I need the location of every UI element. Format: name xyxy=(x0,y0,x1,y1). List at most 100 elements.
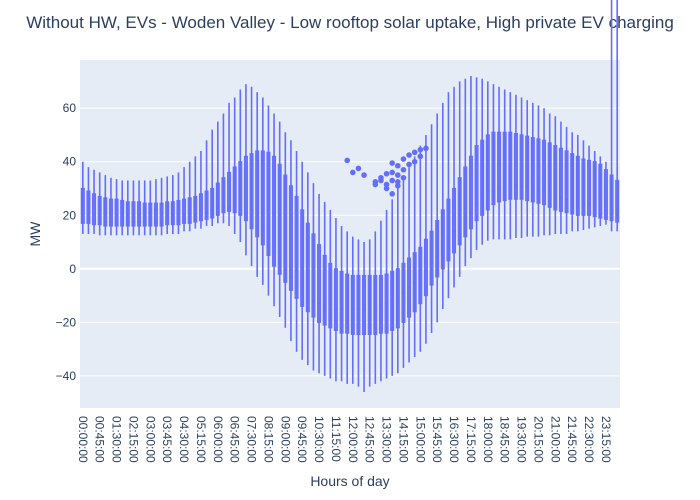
box-80 xyxy=(530,102,535,237)
outlier-point xyxy=(411,149,418,156)
box-iqr xyxy=(530,137,535,203)
outlier-point xyxy=(411,158,418,165)
box-24 xyxy=(215,121,220,224)
box-iqr xyxy=(317,244,322,323)
box-iqr xyxy=(525,135,530,202)
outlier-point xyxy=(344,157,350,164)
box-iqr xyxy=(260,150,265,246)
box-iqr xyxy=(165,201,170,226)
box-iqr xyxy=(485,134,490,211)
box-iqr xyxy=(176,199,181,226)
box-41 xyxy=(311,183,316,371)
box-63 xyxy=(435,113,440,323)
box-iqr xyxy=(148,202,153,227)
box-16 xyxy=(170,175,175,234)
x-tick-label: 02:15:00 xyxy=(126,416,140,463)
box-56 xyxy=(395,188,400,374)
box-iqr xyxy=(570,153,575,215)
box-iqr xyxy=(553,145,558,211)
box-69 xyxy=(468,76,473,259)
outlier-point xyxy=(417,153,424,160)
x-tick-label: 06:45:00 xyxy=(228,416,242,463)
box-25 xyxy=(221,113,226,224)
box-82 xyxy=(542,108,547,236)
x-tick-label: 15:00:00 xyxy=(413,416,427,463)
box-7 xyxy=(120,180,125,236)
box-84 xyxy=(553,116,558,234)
box-53 xyxy=(378,220,383,382)
box-iqr xyxy=(227,171,232,212)
box-83 xyxy=(547,113,552,236)
box-series xyxy=(80,0,620,392)
box-iqr xyxy=(440,209,445,270)
box-73 xyxy=(491,84,496,240)
box-iqr xyxy=(288,185,293,291)
box-10 xyxy=(137,180,142,236)
x-axis-ticks: 00:00:00 00:45:00 01:30:00 02:15:00 03:00:00… xyxy=(76,416,613,463)
box-65 xyxy=(446,92,451,299)
box-77 xyxy=(513,94,518,239)
x-tick-label: 12:00:00 xyxy=(346,416,360,463)
box-iqr xyxy=(300,209,305,307)
outlier-point xyxy=(355,165,362,172)
box-0 xyxy=(80,161,85,234)
outlier-point xyxy=(406,152,412,158)
box-iqr xyxy=(435,220,440,278)
outlier-point xyxy=(350,169,356,176)
box-28 xyxy=(238,89,243,243)
box-iqr xyxy=(429,230,434,286)
box-iqr xyxy=(564,150,569,214)
box-iqr xyxy=(581,158,586,216)
x-tick-label: 09:00:00 xyxy=(278,416,292,463)
box-iqr xyxy=(92,193,97,226)
x-tick-label: 09:45:00 xyxy=(295,416,309,463)
box-iqr xyxy=(367,274,372,335)
box-71 xyxy=(480,78,485,245)
outlier-point xyxy=(383,185,390,192)
box-iqr xyxy=(210,187,215,219)
box-50 xyxy=(362,242,367,392)
box-43 xyxy=(322,201,327,376)
box-iqr xyxy=(480,139,485,216)
x-tick-label: 00:45:00 xyxy=(93,416,107,463)
outlier-point xyxy=(383,181,390,188)
box-iqr xyxy=(215,182,220,216)
box-iqr xyxy=(159,202,164,227)
box-47 xyxy=(345,231,350,384)
box-iqr xyxy=(255,150,260,238)
box-iqr xyxy=(103,197,108,227)
outlier-point xyxy=(389,177,395,184)
box-iqr xyxy=(272,155,277,267)
box-iqr xyxy=(542,139,547,206)
box-15 xyxy=(165,176,170,234)
outlier-point xyxy=(400,174,407,181)
box-iqr xyxy=(508,131,513,200)
box-iqr xyxy=(350,274,355,335)
y-tick-label: 0 xyxy=(69,262,76,276)
box-iqr xyxy=(609,174,614,222)
box-iqr xyxy=(277,163,282,275)
box-iqr xyxy=(193,195,198,223)
box-iqr xyxy=(333,268,338,331)
y-tick-label: 60 xyxy=(63,101,77,115)
x-tick-label: 21:00:00 xyxy=(548,416,562,463)
x-tick-label: 15:45:00 xyxy=(430,416,444,463)
y-tick-label: 20 xyxy=(63,208,77,222)
box-iqr xyxy=(345,273,350,334)
x-tick-label: 03:45:00 xyxy=(160,416,174,463)
outlier-point xyxy=(383,170,390,177)
x-tick-label: 20:15:00 xyxy=(531,416,545,463)
box-72 xyxy=(485,81,490,241)
box-iqr xyxy=(423,238,428,297)
box-iqr xyxy=(373,274,378,335)
chart-title: Without HW, EVs - Woden Valley - Low roo… xyxy=(26,13,674,32)
box-iqr xyxy=(238,161,243,216)
box-iqr xyxy=(592,161,597,218)
box-35 xyxy=(277,121,282,317)
box-iqr xyxy=(603,169,608,220)
box-54 xyxy=(384,209,389,379)
x-tick-label: 23:15:00 xyxy=(599,416,613,463)
box-iqr xyxy=(575,155,580,216)
x-tick-label: 03:00:00 xyxy=(143,416,157,463)
box-60 xyxy=(418,145,423,352)
